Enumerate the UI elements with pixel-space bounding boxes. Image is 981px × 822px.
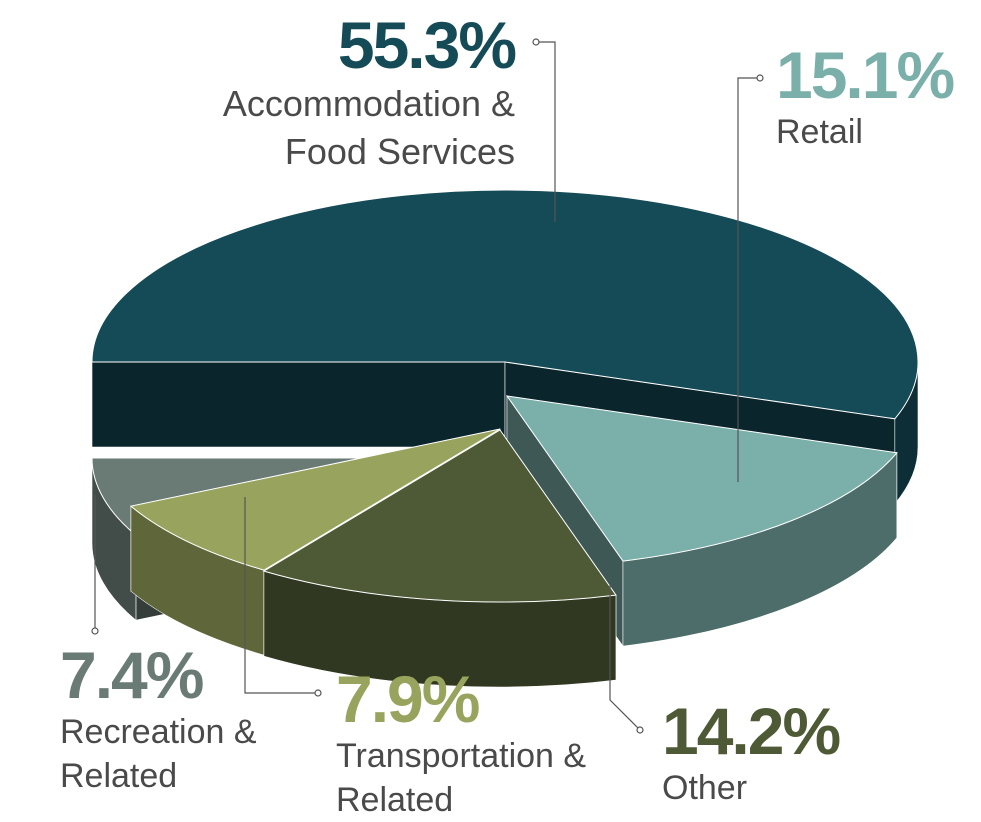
value-label: 7.9% xyxy=(336,662,480,736)
category-label: Recreation & Related xyxy=(60,713,257,795)
slice-top xyxy=(129,428,501,571)
leader-line xyxy=(244,497,315,694)
label-group: 7.4% Recreation & Related xyxy=(60,640,260,798)
leader-line xyxy=(539,41,556,222)
category-label: Accommodation & Food Services xyxy=(222,83,515,172)
value-label: 55.3% xyxy=(337,8,517,82)
leader-dot xyxy=(636,726,644,734)
slice-top xyxy=(91,189,919,420)
value-label: 14.2% xyxy=(662,694,841,768)
value-label: 7.4% xyxy=(60,638,204,712)
label-group: 15.1% Retail xyxy=(776,38,955,154)
slice-top xyxy=(262,429,617,603)
leader-dot xyxy=(532,38,540,46)
label-group: 55.3% Accommodation & Food Services xyxy=(175,8,517,176)
value-label: 15.1% xyxy=(776,38,955,112)
category-label: Retail xyxy=(776,113,863,151)
category-label: Other xyxy=(662,769,748,807)
category-label: Transportation & Related xyxy=(336,737,587,819)
pie-slice xyxy=(505,395,898,648)
pie-slice xyxy=(262,429,617,688)
label-group: 14.2% Other xyxy=(662,694,841,810)
leader-line xyxy=(737,77,757,482)
leader-line xyxy=(609,585,639,729)
leader-dot xyxy=(314,689,322,697)
leader-dot xyxy=(91,627,99,635)
leader-dot xyxy=(756,74,764,82)
slice-cut-face xyxy=(91,361,506,448)
label-group: 7.9% Transportation & Related xyxy=(336,664,596,822)
leader-lines xyxy=(91,38,764,734)
pie-slice xyxy=(91,189,919,505)
slice-top xyxy=(505,395,898,562)
